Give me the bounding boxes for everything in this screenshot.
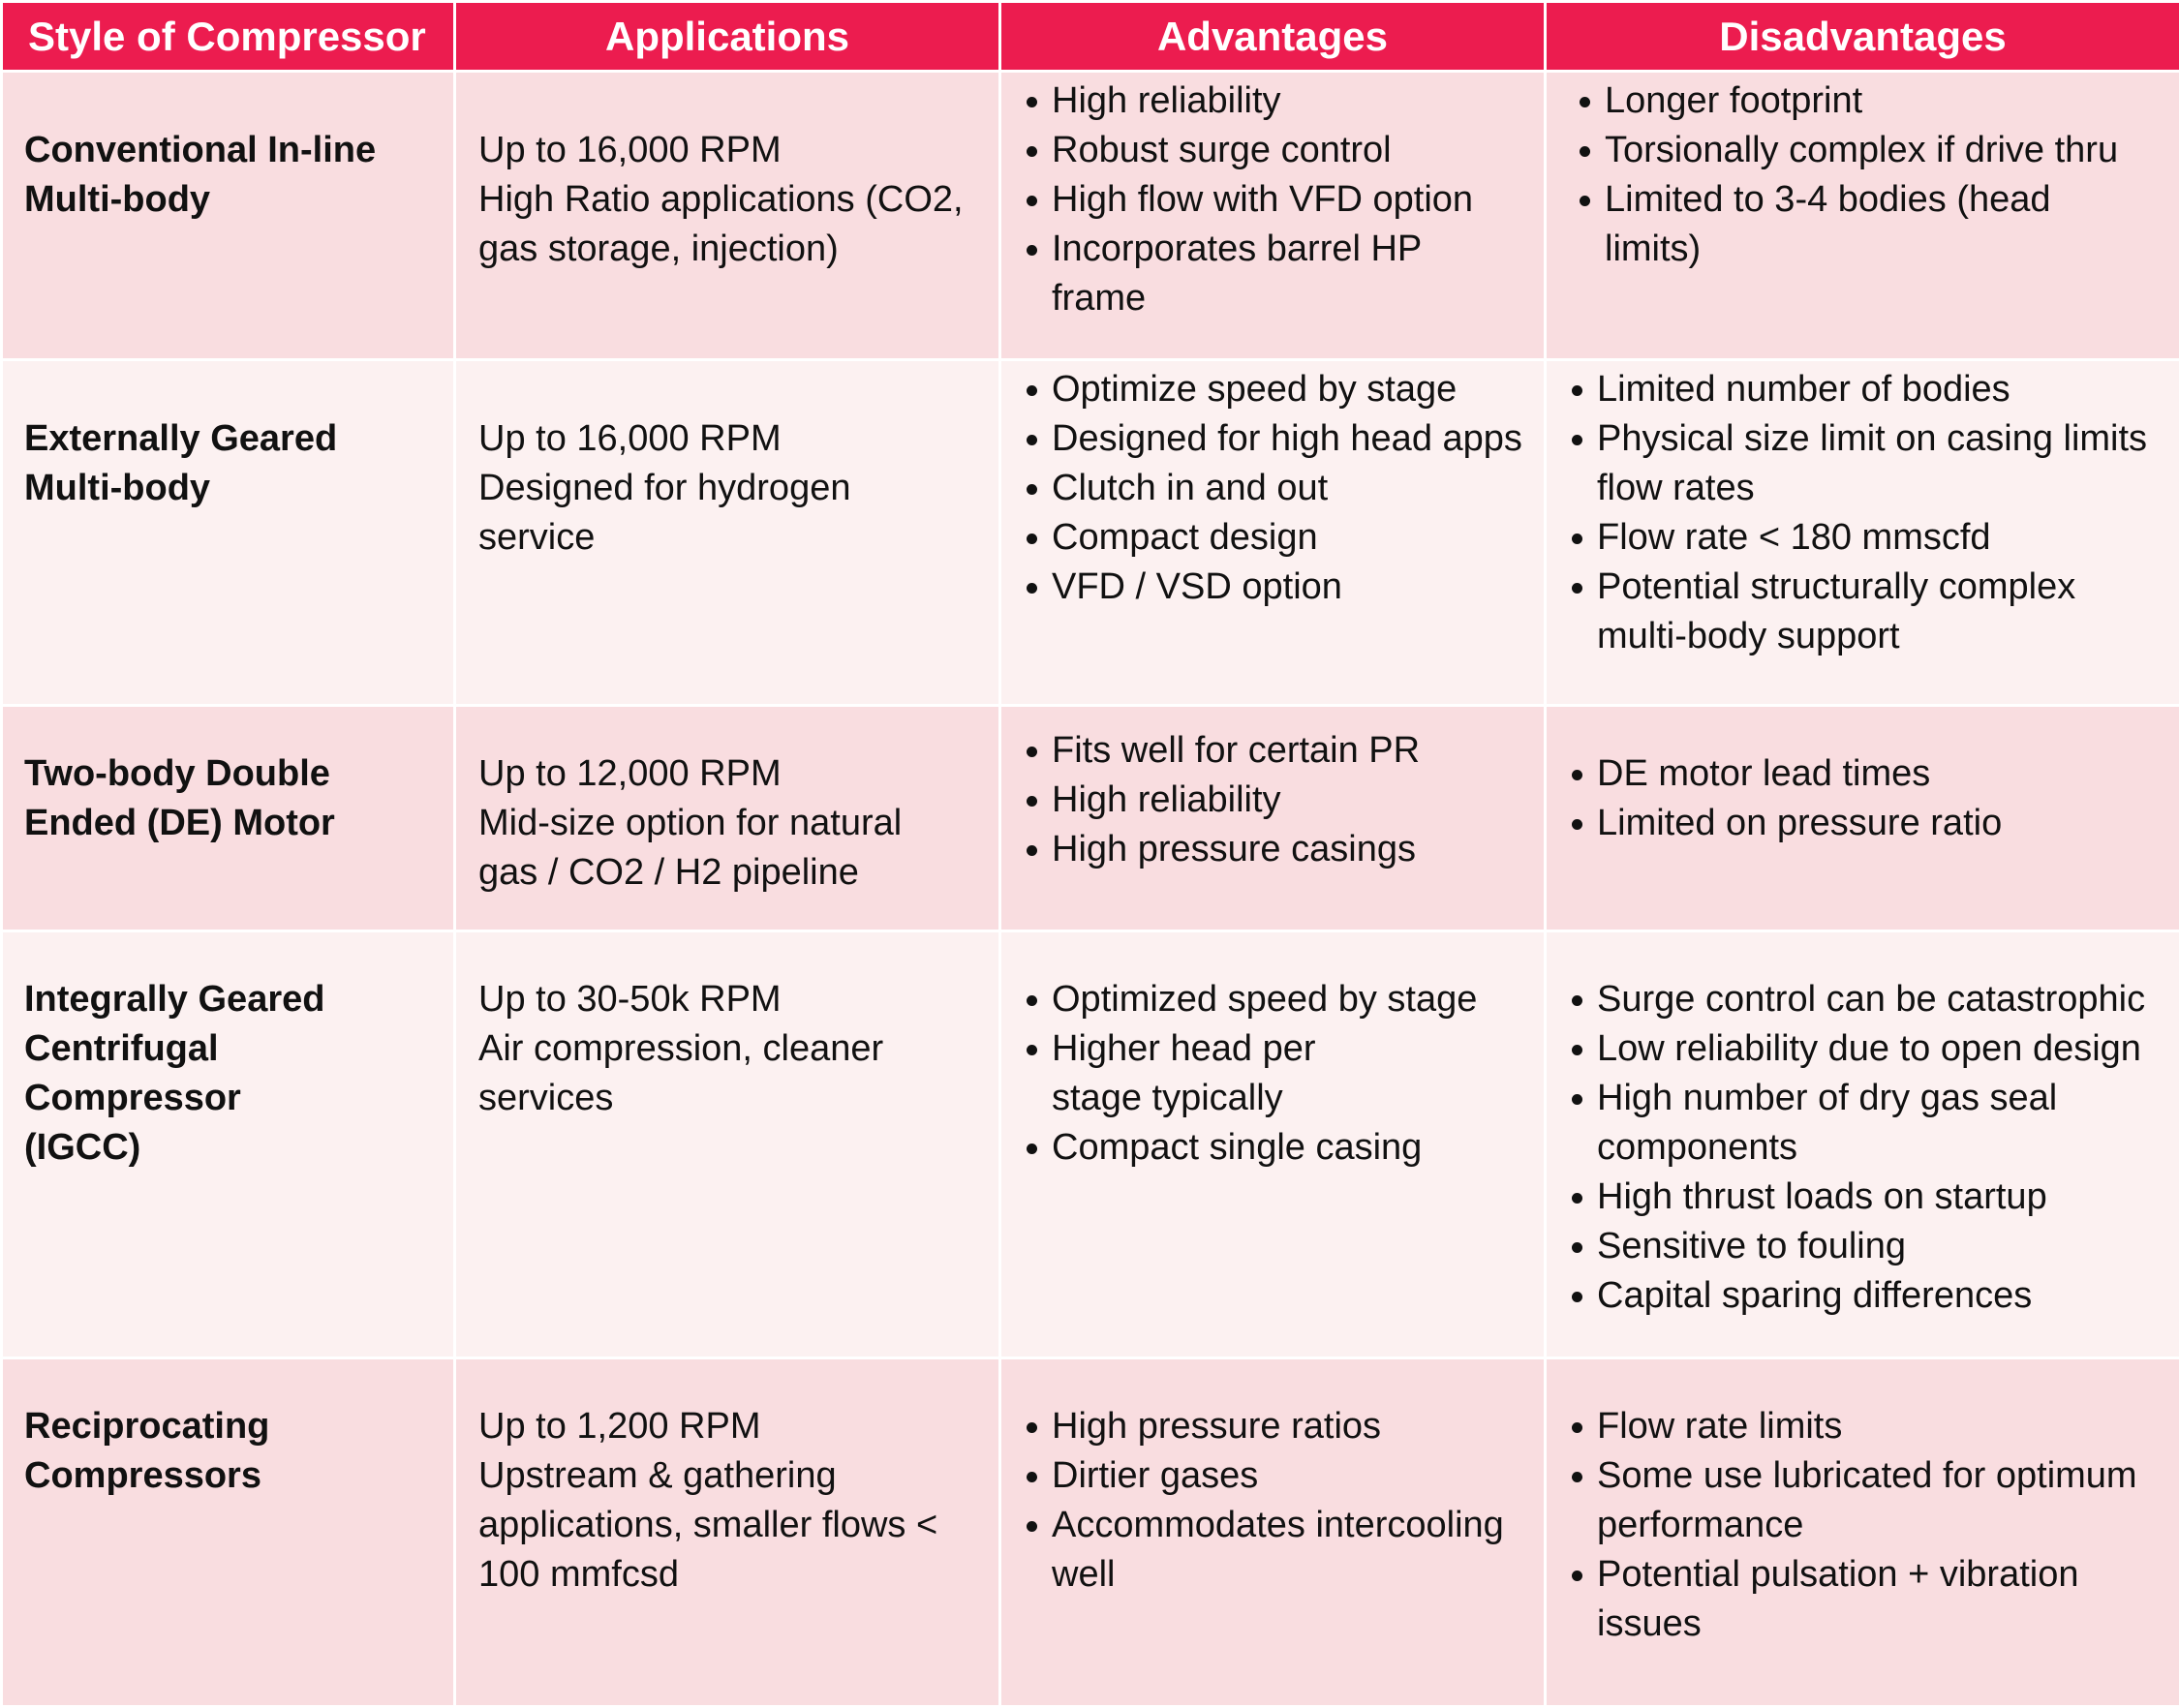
style-cell: Two-body Double Ended (DE) Motor <box>2 706 455 931</box>
table-row: Reciprocating Compressors Up to 1,200 RP… <box>2 1358 2179 1707</box>
advantages-cell: Fits well for certain PR High reliabilit… <box>1000 706 1546 931</box>
disadvantages-cell: Longer footprint Torsionally complex if … <box>1546 72 2179 360</box>
disadvantage-item: Limited on pressure ratio <box>1597 799 2167 848</box>
header-row: Style of Compressor Applications Advanta… <box>2 2 2179 72</box>
advantage-item: Compact single casing <box>1052 1123 1532 1173</box>
disadvantage-item: Capital sparing differences <box>1597 1271 2167 1321</box>
disadvantage-item: DE motor lead times <box>1597 749 2167 799</box>
advantage-item: Designed for high head apps <box>1052 414 1532 464</box>
style-line: Two-body Double <box>24 749 440 799</box>
applications-line: Up to 16,000 RPM <box>478 126 975 175</box>
header-advantages: Advantages <box>1000 2 1546 72</box>
disadvantage-item: Some use lubricated for optimum performa… <box>1597 1451 2167 1550</box>
advantages-cell: High reliability Robust surge control Hi… <box>1000 72 1546 360</box>
disadvantage-item: Physical size limit on casing limits flo… <box>1597 414 2167 513</box>
style-line: Integrally Geared <box>24 975 440 1024</box>
applications-line: Up to 16,000 RPM <box>478 414 975 464</box>
applications-line: Mid-size option for natural <box>478 799 975 848</box>
applications-line: Up to 30-50k RPM <box>478 975 975 1024</box>
applications-line: gas / CO2 / H2 pipeline <box>478 848 975 898</box>
disadvantages-cell: DE motor lead times Limited on pressure … <box>1546 706 2179 931</box>
disadvantage-item: Low reliability due to open design <box>1597 1024 2167 1074</box>
advantage-item: Robust surge control <box>1052 126 1532 175</box>
applications-line: Designed for hydrogen service <box>478 464 975 563</box>
disadvantage-item: Sensitive to fouling <box>1597 1222 2167 1271</box>
disadvantages-cell: Surge control can be catastrophic Low re… <box>1546 931 2179 1358</box>
advantage-item: Optimized speed by stage <box>1052 975 1532 1024</box>
style-line: Externally Geared <box>24 414 440 464</box>
table-row: Conventional In-line Multi-body Up to 16… <box>2 72 2179 360</box>
disadvantages-cell: Limited number of bodies Physical size l… <box>1546 360 2179 706</box>
disadvantage-item: Torsionally complex if drive thru <box>1605 126 2167 175</box>
style-line: Multi-body <box>24 175 440 225</box>
table-row: Externally Geared Multi-body Up to 16,00… <box>2 360 2179 706</box>
applications-cell: Up to 30-50k RPM Air compression, cleane… <box>455 931 1000 1358</box>
applications-cell: Up to 16,000 RPM High Ratio applications… <box>455 72 1000 360</box>
table-row: Integrally Geared Centrifugal Compressor… <box>2 931 2179 1358</box>
advantage-item: High reliability <box>1052 76 1532 126</box>
table-row: Two-body Double Ended (DE) Motor Up to 1… <box>2 706 2179 931</box>
advantage-item: Clutch in and out <box>1052 464 1532 513</box>
header-style: Style of Compressor <box>2 2 455 72</box>
disadvantage-item: Limited number of bodies <box>1597 365 2167 414</box>
advantage-item: VFD / VSD option <box>1052 563 1532 612</box>
header-applications: Applications <box>455 2 1000 72</box>
advantage-item: High reliability <box>1052 776 1532 825</box>
disadvantage-item: Surge control can be catastrophic <box>1597 975 2167 1024</box>
applications-line: applications, smaller flows < <box>478 1501 975 1550</box>
advantage-item: High pressure ratios <box>1052 1402 1532 1451</box>
applications-cell: Up to 1,200 RPM Upstream & gathering app… <box>455 1358 1000 1707</box>
applications-line: Up to 12,000 RPM <box>478 749 975 799</box>
applications-line: Air compression, cleaner <box>478 1024 975 1074</box>
style-cell: Reciprocating Compressors <box>2 1358 455 1707</box>
advantage-item: Optimize speed by stage <box>1052 365 1532 414</box>
advantages-cell: Optimized speed by stage Higher head per… <box>1000 931 1546 1358</box>
style-line: Ended (DE) Motor <box>24 799 440 848</box>
advantage-item: Compact design <box>1052 513 1532 563</box>
style-cell: Integrally Geared Centrifugal Compressor… <box>2 931 455 1358</box>
advantage-item: Incorporates barrel HP frame <box>1052 225 1532 323</box>
disadvantage-item: High number of dry gas seal components <box>1597 1074 2167 1173</box>
disadvantages-cell: Flow rate limits Some use lubricated for… <box>1546 1358 2179 1707</box>
applications-line: gas storage, injection) <box>478 225 975 274</box>
applications-line: 100 mmfcsd <box>478 1550 975 1600</box>
applications-line: Up to 1,200 RPM <box>478 1402 975 1451</box>
advantage-item: Fits well for certain PR <box>1052 726 1532 776</box>
style-cell: Externally Geared Multi-body <box>2 360 455 706</box>
header-disadvantages: Disadvantages <box>1546 2 2179 72</box>
disadvantage-item: Potential structurally complex multi-bod… <box>1597 563 2167 661</box>
applications-cell: Up to 16,000 RPM Designed for hydrogen s… <box>455 360 1000 706</box>
advantage-item: High pressure casings <box>1052 825 1532 874</box>
style-line: Centrifugal Compressor <box>24 1024 440 1123</box>
applications-cell: Up to 12,000 RPM Mid-size option for nat… <box>455 706 1000 931</box>
disadvantage-item: Flow rate < 180 mmscfd <box>1597 513 2167 563</box>
disadvantage-item: Potential pulsation + vibration issues <box>1597 1550 2167 1649</box>
style-line: Reciprocating <box>24 1402 440 1451</box>
advantages-cell: Optimize speed by stage Designed for hig… <box>1000 360 1546 706</box>
applications-line: Upstream & gathering <box>478 1451 975 1501</box>
disadvantage-item: Limited to 3-4 bodies (head limits) <box>1605 175 2167 274</box>
style-cell: Conventional In-line Multi-body <box>2 72 455 360</box>
advantages-cell: High pressure ratios Dirtier gases Accom… <box>1000 1358 1546 1707</box>
disadvantage-item: Flow rate limits <box>1597 1402 2167 1451</box>
style-line: Compressors <box>24 1451 440 1501</box>
advantage-item: High flow with VFD option <box>1052 175 1532 225</box>
advantage-item: Dirtier gases <box>1052 1451 1532 1501</box>
applications-line: High Ratio applications (CO2, <box>478 175 975 225</box>
advantage-item: Accommodates intercooling well <box>1052 1501 1532 1600</box>
disadvantage-item: Longer footprint <box>1605 76 2167 126</box>
style-line: Conventional In-line <box>24 126 440 175</box>
style-line: Multi-body <box>24 464 440 513</box>
style-line: (IGCC) <box>24 1123 440 1173</box>
advantage-item: Higher head per stage typically <box>1052 1024 1532 1123</box>
disadvantage-item: High thrust loads on startup <box>1597 1173 2167 1222</box>
applications-line: services <box>478 1074 975 1123</box>
